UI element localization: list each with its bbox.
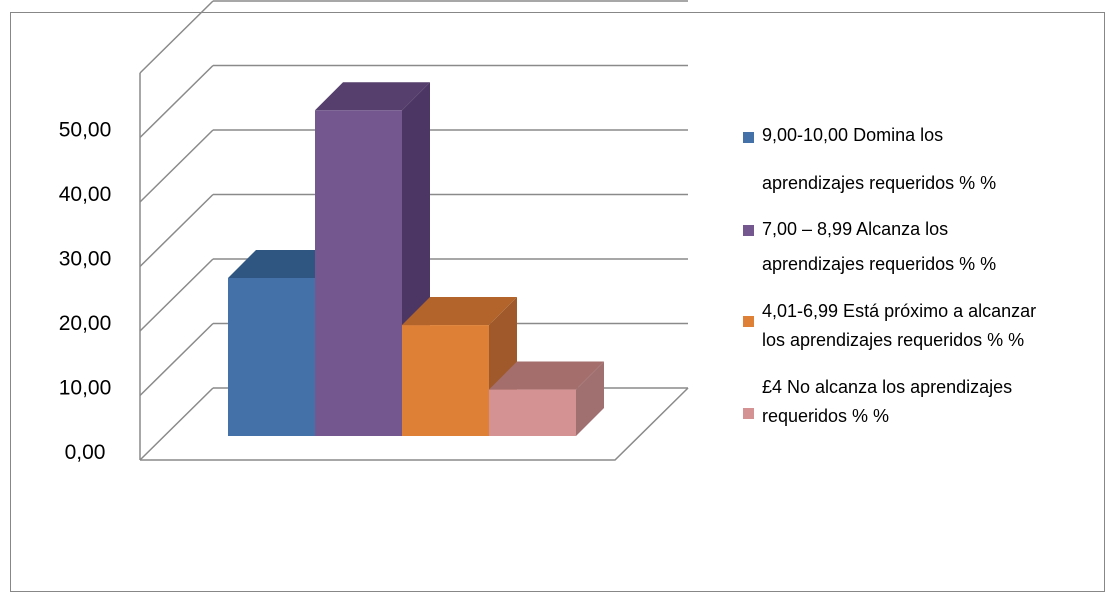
y-tick-label: 30,00 (59, 248, 112, 271)
legend-swatch-2 (743, 225, 754, 236)
bar-top (228, 249, 343, 278)
bar-top (315, 82, 430, 111)
legend: 9,00-10,00 Domina los aprendizajes reque… (743, 122, 1103, 430)
gridline-side (139, 129, 214, 203)
legend-item-4-line1: £4 No alcanza los aprendizajes (762, 377, 1013, 397)
legend-swatch-4 (743, 408, 754, 419)
bar-chart-3d: 0,00 10,00 20,00 30,00 40,00 50,00 (59, 0, 689, 464)
legend-item-1-line2: aprendizajes requeridos % % (762, 173, 997, 193)
gridline-side (139, 322, 214, 397)
legend-item-3-line1: 4,01-6,99 Está próximo a alcanzar (762, 301, 1037, 321)
bar-side (576, 361, 604, 436)
bar (315, 110, 402, 437)
y-tick-label: 50,00 (59, 119, 112, 142)
bar-top (402, 297, 517, 326)
legend-item-4: £4 No alcanza los aprendizajes requerido… (743, 374, 1103, 430)
floor-edge (140, 387, 689, 461)
legend-item-2-line2: aprendizajes requeridos % % (762, 254, 997, 274)
bar-top (489, 361, 604, 390)
legend-item-3-line2: los aprendizajes requeridos % % (762, 330, 1025, 350)
gridline-side (139, 0, 214, 74)
legend-item-2: 7,00 – 8,99 Alcanza los aprendizajes req… (743, 216, 1103, 278)
gridline-side (139, 387, 214, 461)
legend-item-3: 4,01-6,99 Está próximo a alcanzar los ap… (743, 298, 1103, 354)
bar (228, 277, 315, 436)
legend-item-4-line2: requeridos % % (762, 406, 890, 426)
legend-swatch-3 (743, 316, 754, 327)
y-tick-label: 20,00 (59, 312, 112, 335)
gridline-side (139, 64, 214, 139)
y-tick-label: 10,00 (59, 377, 112, 400)
y-tick-label: 40,00 (59, 183, 112, 206)
y-tick-label: 0,00 (65, 441, 106, 464)
gridline-side (139, 258, 214, 332)
legend-item-2-line1: 7,00 – 8,99 Alcanza los (762, 219, 949, 239)
bar (402, 325, 489, 436)
legend-item-1-line1: 9,00-10,00 Domina los (762, 125, 944, 145)
bar (489, 389, 576, 436)
chart-frame (10, 12, 1105, 592)
gridline-side (139, 193, 214, 268)
legend-item-1: 9,00-10,00 Domina los aprendizajes reque… (743, 122, 1103, 197)
legend-swatch-1 (743, 132, 754, 143)
